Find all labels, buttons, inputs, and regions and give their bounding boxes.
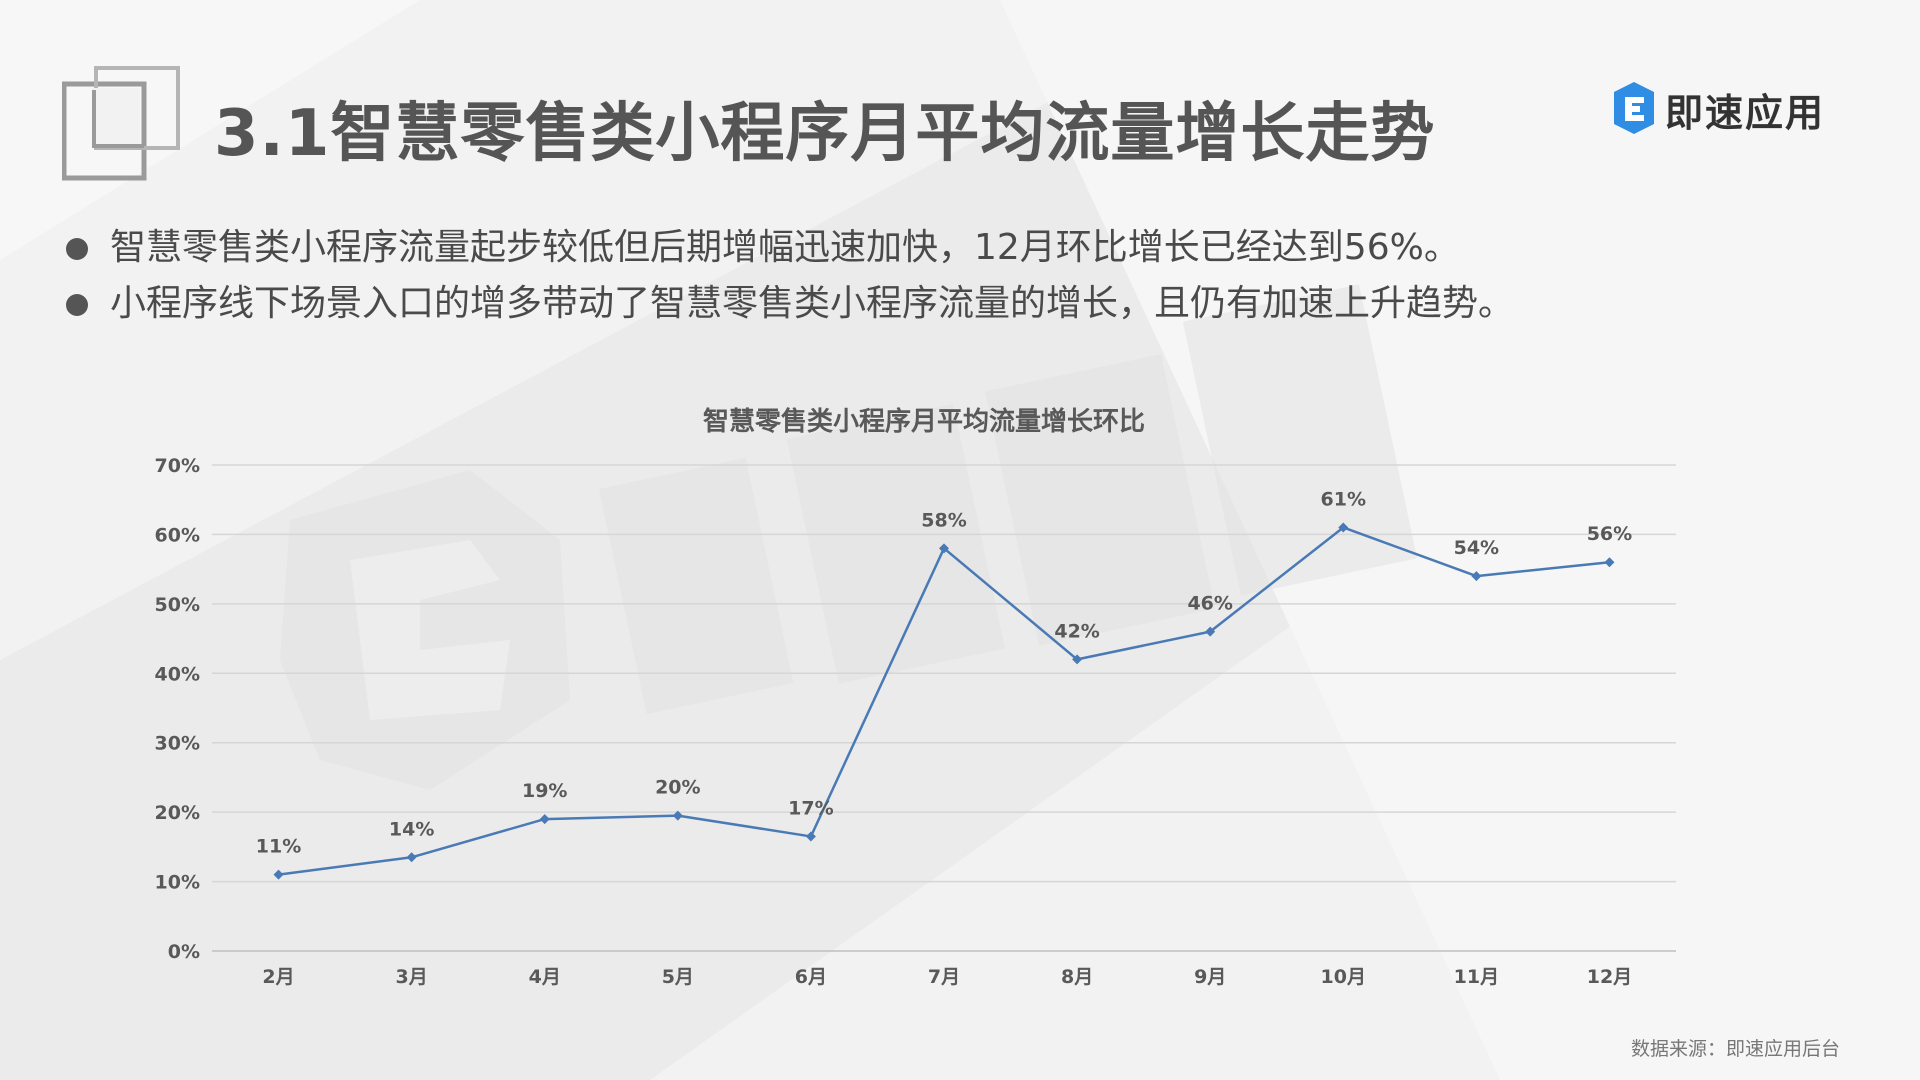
data-point-marker (1604, 557, 1615, 568)
data-point-marker (1338, 522, 1349, 533)
bullet-item: 小程序线下场景入口的增多带动了智慧零售类小程序流量的增长，且仍有加速上升趋势。 (66, 276, 1514, 332)
series-line (273, 522, 1615, 880)
page-title: 3.1智慧零售类小程序月平均流量增长走势 (214, 97, 1436, 171)
data-label: 58% (921, 509, 966, 531)
x-tick-label: 11月 (1454, 966, 1499, 988)
x-tick-label: 10月 (1321, 966, 1366, 988)
data-label: 20% (655, 777, 700, 799)
y-tick-label: 0% (168, 941, 200, 963)
data-point-marker (805, 831, 816, 842)
data-label: 56% (1587, 523, 1632, 545)
x-tick-label: 8月 (1061, 966, 1093, 988)
data-point-marker (273, 869, 284, 880)
y-tick-label: 50% (155, 594, 200, 616)
y-tick-label: 10% (155, 872, 200, 894)
brand-logo-icon (1614, 82, 1654, 134)
data-label: 61% (1321, 488, 1366, 510)
data-label: 54% (1454, 537, 1499, 559)
x-tick-label: 2月 (262, 966, 294, 988)
x-tick-label: 12月 (1587, 966, 1632, 988)
data-label: 17% (788, 797, 833, 819)
data-label: 46% (1187, 593, 1232, 615)
grid-lines (212, 464, 1676, 952)
bullet-text: 小程序线下场景入口的增多带动了智慧零售类小程序流量的增长，且仍有加速上升趋势。 (110, 283, 1515, 324)
bullet-dot-icon (66, 294, 88, 316)
bullet-text: 智慧零售类小程序流量起步较低但后期增幅迅速加快，12月环比增长已经达到56%。 (110, 227, 1460, 268)
bullet-dot-icon (66, 238, 88, 260)
data-point-marker (406, 852, 417, 863)
bullet-item: 智慧零售类小程序流量起步较低但后期增幅迅速加快，12月环比增长已经达到56%。 (66, 220, 1514, 276)
watermark-logo (280, 284, 1418, 790)
y-tick-label: 60% (155, 524, 200, 546)
x-tick-label: 6月 (795, 966, 827, 988)
x-tick-label: 9月 (1194, 966, 1226, 988)
axis-labels: 0% 10% 20% 30% 40% 50% 60% 70% 2月 3月 4月 5月 6月 7月 8月 9月 1… (155, 455, 1633, 988)
data-point-marker (539, 814, 550, 825)
data-point-marker (672, 810, 683, 821)
data-label: 11% (256, 836, 301, 858)
data-point-marker (1205, 626, 1216, 637)
brand-logo-text: 即速应用 (1665, 91, 1826, 135)
y-tick-label: 40% (155, 663, 200, 685)
series-line-path (278, 526, 1610, 876)
data-point-marker (939, 543, 949, 554)
data-label: 42% (1054, 620, 1099, 642)
x-tick-label: 4月 (529, 966, 561, 988)
chart-title: 智慧零售类小程序月平均流量增长环比 (703, 406, 1145, 437)
data-label: 14% (389, 818, 434, 840)
y-tick-label: 70% (155, 455, 200, 477)
data-point-marker (1471, 571, 1482, 582)
x-tick-label: 5月 (662, 966, 694, 988)
y-tick-label: 30% (155, 733, 200, 755)
y-tick-label: 20% (155, 802, 200, 824)
x-tick-label: 3月 (396, 966, 428, 988)
corner-bracket-icon (62, 66, 180, 181)
data-labels: 11% 14% 19% 20% 17% 58% 42% 46% 61% 54% 56% (256, 488, 1632, 857)
bullet-list: 智慧零售类小程序流量起步较低但后期增幅迅速加快，12月环比增长已经达到56%。 … (66, 220, 1514, 332)
data-label: 19% (522, 780, 567, 802)
x-tick-label: 7月 (928, 966, 960, 988)
data-source: 数据来源：即速应用后台 (1630, 1038, 1840, 1060)
data-point-marker (1072, 654, 1083, 665)
